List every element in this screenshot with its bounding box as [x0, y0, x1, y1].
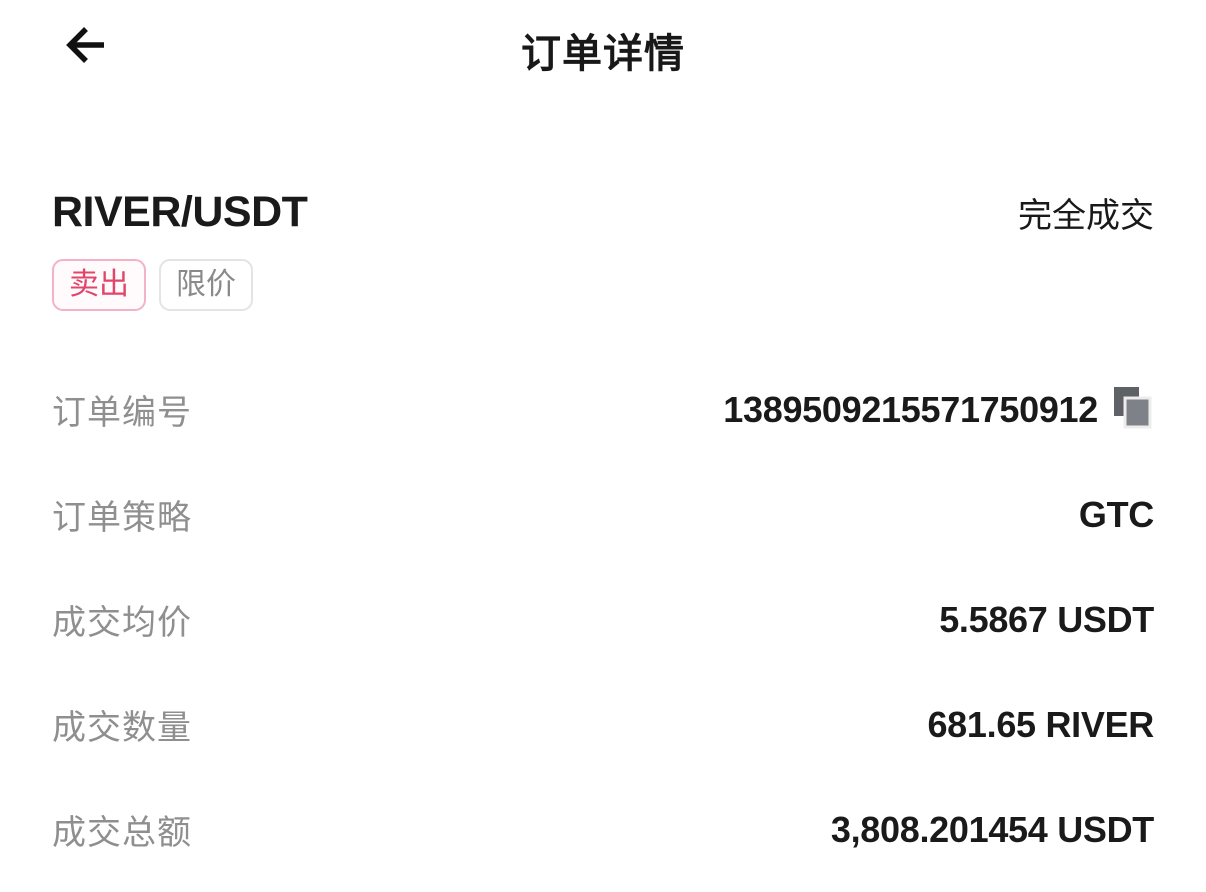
sell-side-badge: 卖出 — [52, 259, 146, 311]
detail-row-filled-total: 成交总额 3,808.201454 USDT — [52, 777, 1154, 882]
back-arrow-icon — [57, 18, 111, 75]
page-title: 订单详情 — [521, 32, 685, 76]
top-bar: 订单详情 — [52, 0, 1154, 100]
row-label: 成交总额 — [52, 814, 192, 852]
detail-row-strategy: 订单策略 GTC — [52, 462, 1154, 567]
row-label: 成交数量 — [52, 709, 192, 747]
avg-price-value: 5.5867 USDT — [939, 598, 1154, 640]
copy-button[interactable] — [1112, 387, 1154, 433]
row-value-group: 1389509215571750912 — [723, 387, 1154, 433]
detail-row-avg-price: 成交均价 5.5867 USDT — [52, 567, 1154, 672]
symbol-row: RIVER/USDT 完全成交 — [52, 188, 1154, 237]
row-label: 订单编号 — [52, 394, 192, 432]
strategy-value: GTC — [1078, 493, 1154, 535]
limit-type-badge: 限价 — [159, 259, 253, 311]
detail-row-filled-qty: 成交数量 681.65 RIVER — [52, 672, 1154, 777]
row-label: 订单策略 — [52, 499, 192, 537]
detail-row-order-id: 订单编号 1389509215571750912 — [52, 357, 1154, 462]
order-id-value: 1389509215571750912 — [723, 388, 1098, 430]
trading-pair: RIVER/USDT — [52, 188, 308, 236]
back-button[interactable] — [52, 14, 116, 78]
badge-group: 卖出 限价 — [52, 259, 1154, 311]
filled-total-value: 3,808.201454 USDT — [830, 808, 1154, 850]
filled-qty-value: 681.65 RIVER — [927, 703, 1154, 745]
order-status: 完全成交 — [1018, 197, 1154, 235]
row-label: 成交均价 — [52, 604, 192, 642]
order-detail-list: 订单编号 1389509215571750912 订单策略 GTC 成交均价 — [52, 357, 1154, 882]
copy-icon — [1112, 385, 1154, 434]
